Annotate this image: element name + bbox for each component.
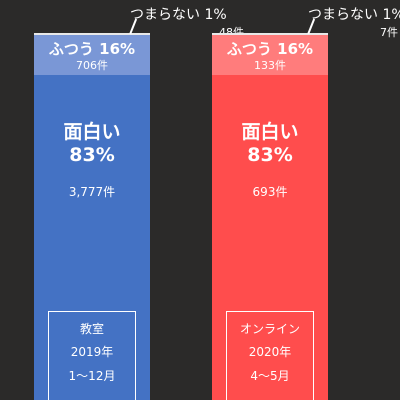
- bar-2-interesting-percent: 83%: [247, 143, 293, 166]
- bar-2-normal-count: 133件: [254, 58, 286, 72]
- bar-1-segment-interesting: 面白い 83% 3,777件 教室 2019年 1〜12月: [34, 74, 150, 400]
- bar-1-period-months: 1〜12月: [68, 368, 116, 383]
- bar-2-segment-boring: [212, 33, 328, 35]
- bar-2-normal-label: ふつう 16%: [226, 39, 314, 58]
- bar-2-interesting-label: 面白い: [241, 120, 299, 143]
- bar-2-segment-interesting: 面白い 83% 693件オンライン 2020年 4〜5月: [212, 74, 328, 400]
- bar-2-boring-count: 7件: [380, 26, 398, 39]
- bar-1-boring-label: つまらない 1%: [130, 7, 227, 23]
- bar-1-segment-normal: ふつう 16% 706件: [34, 34, 150, 75]
- bar-1-segment-boring: [34, 33, 150, 35]
- bar-2-period-year: 2020年: [248, 345, 292, 360]
- bar-2-period-box: オンライン 2020年 4〜5月: [226, 310, 314, 400]
- bar-1-interesting-count: 3,777件: [68, 184, 116, 199]
- bar-1-period-name: 教室: [79, 321, 104, 336]
- bar-2-segment-normal: ふつう 16% 133件: [212, 34, 328, 75]
- bar-1-normal-count: 706件: [76, 58, 108, 72]
- bar-1-interesting-label: 面白い: [63, 120, 121, 143]
- bar-2-period-name: オンライン: [239, 321, 300, 336]
- bar-1-period-box: 教室 2019年 1〜12月: [48, 310, 136, 400]
- bar-2-period-months: 4〜5月: [250, 368, 290, 383]
- bar-1-interesting-percent: 83%: [69, 143, 115, 166]
- bar-1-normal-label: ふつう 16%: [48, 39, 136, 58]
- bar-2-interesting-count: 693件: [252, 184, 288, 199]
- bar-1-period-year: 2019年: [70, 345, 114, 360]
- bar-2-boring-label: つまらない 1%: [308, 7, 400, 23]
